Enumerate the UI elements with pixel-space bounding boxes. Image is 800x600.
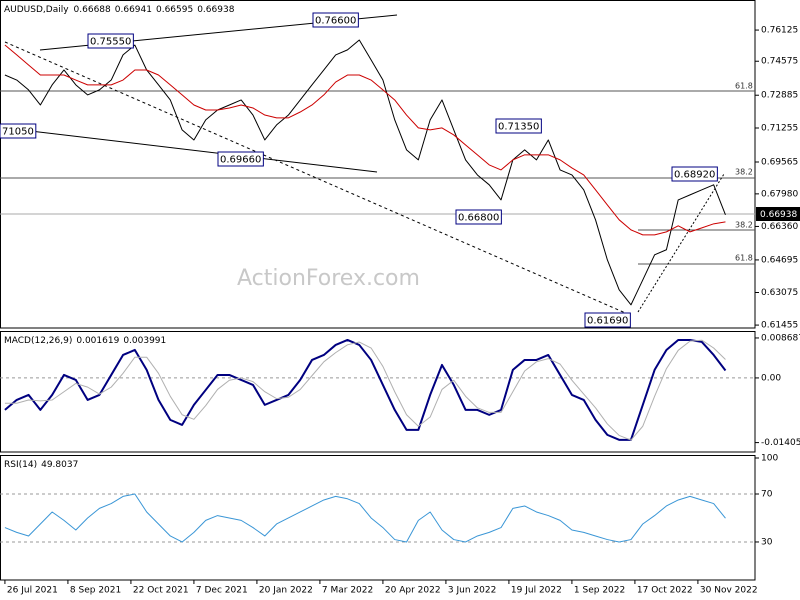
x-tick-label: 22 Oct 2021 <box>133 586 189 596</box>
annotation: 0.61690 <box>587 316 628 327</box>
fib-label: 61.8 <box>735 254 753 263</box>
series-line <box>4 339 726 441</box>
fib-label: 38.2 <box>735 168 753 177</box>
x-tick-label: 30 Nov 2022 <box>700 586 758 596</box>
annotation-box <box>495 118 542 134</box>
watermark: ActionForex.com <box>237 266 420 291</box>
fib-base <box>637 173 725 313</box>
trendline <box>4 127 378 173</box>
annotation: 0.71350 <box>498 122 539 133</box>
macd-value: 0.001619 <box>76 336 119 346</box>
y-tick-label: 0.66360 <box>761 222 798 232</box>
series-line <box>4 493 726 543</box>
price-tag <box>756 207 800 221</box>
y-tick-label: 100 <box>761 453 778 463</box>
high: 0.66941 <box>115 5 152 15</box>
rsi-title: RSI(14) <box>4 460 37 470</box>
y-tick-label: 0.63075 <box>761 288 798 298</box>
y-tick-label: 0.67980 <box>761 189 798 199</box>
series-group <box>4 493 726 543</box>
x-tick-label: 26 Jul 2021 <box>7 586 58 596</box>
series-group <box>4 338 727 441</box>
y-tick-label: 0.00 <box>761 373 781 383</box>
annotation-box <box>671 166 718 182</box>
series-line <box>4 44 726 236</box>
y-tick-label: 0.74575 <box>761 57 798 67</box>
annotation-box <box>455 209 502 225</box>
y-tick-label: 0.61455 <box>761 321 798 331</box>
annotation: 0.68920 <box>674 170 715 181</box>
rsi-header: RSI(14) 49.8037 <box>4 460 78 470</box>
y-tick-label: 0.71255 <box>761 124 798 134</box>
price-header: AUDUSD,Daily 0.66688 0.66941 0.66595 0.66938 <box>4 5 235 15</box>
fib-label: 61.8 <box>735 82 753 91</box>
annotation-box <box>312 12 359 28</box>
fib-label: 38.2 <box>735 221 753 230</box>
x-tick-label: 8 Sep 2021 <box>70 586 121 596</box>
annotation-box <box>87 33 134 49</box>
symbol: AUDUSD,Daily <box>4 5 69 15</box>
y-tick-label: 0.76125 <box>761 26 798 36</box>
low: 0.66595 <box>156 5 193 15</box>
y-tick-label: -0.014056 <box>761 438 800 448</box>
y-tick-label: 0.72885 <box>761 91 798 101</box>
rsi-panel <box>0 455 756 581</box>
price-panel <box>0 0 756 329</box>
annotation-box <box>584 312 631 328</box>
macd-panel <box>0 331 756 453</box>
x-tick-label: 7 Mar 2022 <box>322 586 373 596</box>
rsi-value: 49.8037 <box>41 460 78 470</box>
macd-header: MACD(12,26,9) 0.001619 0.003991 <box>4 336 166 346</box>
x-tick-label: 1 Sep 2022 <box>574 586 625 596</box>
y-tick-label: 0.008687 <box>761 333 800 343</box>
panel-borders <box>0 0 756 581</box>
price-tag-label: 0.66938 <box>760 210 797 220</box>
y-tick-label: 0.64695 <box>761 255 798 265</box>
x-tick-label: 20 Apr 2022 <box>385 586 441 596</box>
annotation: 71050 <box>2 127 34 138</box>
x-tick-label: 19 Jul 2022 <box>511 586 562 596</box>
x-tick-label: 3 Jun 2022 <box>448 586 496 596</box>
series-group <box>4 39 726 306</box>
annotation: 0.76600 <box>315 16 356 27</box>
y-tick-label: 70 <box>761 489 773 499</box>
close: 0.66938 <box>197 5 234 15</box>
annotation: 0.75550 <box>90 37 131 48</box>
annotation-box <box>217 151 264 167</box>
open: 0.66688 <box>74 5 111 15</box>
annotation: 0.66800 <box>458 213 499 224</box>
annotation-box <box>0 123 37 139</box>
y-tick-label: 30 <box>761 537 773 547</box>
x-tick-label: 7 Dec 2021 <box>196 586 248 596</box>
series-line <box>4 338 727 441</box>
macd-title: MACD(12,26,9) <box>4 336 72 346</box>
series-line <box>4 39 726 306</box>
x-tick-label: 17 Oct 2022 <box>637 586 693 596</box>
signal-value: 0.003991 <box>123 336 166 346</box>
x-tick-label: 20 Jan 2022 <box>259 586 313 596</box>
y-tick-label: 0.69565 <box>761 157 798 167</box>
annotation: 0.69660 <box>220 155 261 166</box>
